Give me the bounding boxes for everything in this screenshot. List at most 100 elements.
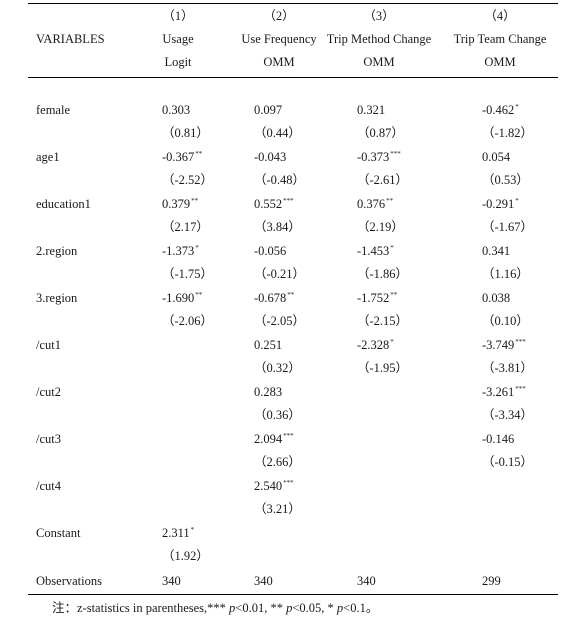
- significance-stars: **: [195, 291, 203, 299]
- coefficient-cell: 0.379**: [162, 194, 198, 214]
- observations-label: Observations: [36, 574, 102, 588]
- observations-value: 340: [357, 574, 376, 588]
- z-statistic: （-1.82）: [482, 126, 534, 140]
- variable-label: /cut1: [36, 338, 61, 352]
- coefficient-cell: [482, 523, 483, 543]
- coefficient-cell: [357, 429, 358, 449]
- z-statistic: （2.19）: [357, 220, 404, 234]
- col-number-1: （1）: [162, 9, 194, 23]
- significance-stars: ***: [515, 385, 526, 393]
- variable-label: /cut4: [36, 479, 61, 493]
- col-number-3: （3）: [363, 9, 395, 23]
- coefficient-value: -0.678: [254, 291, 287, 305]
- table-row: education1 0.379** 0.552*** 0.376** -0.291*: [0, 194, 570, 214]
- significance-stars: **: [287, 291, 295, 299]
- table-row: /cut4 2.540***: [0, 476, 570, 496]
- coefficient-value: -0.043: [254, 150, 287, 164]
- coefficient-cell: [162, 335, 163, 355]
- coefficient-cell: 2.540***: [254, 476, 294, 496]
- z-statistic: （-1.67）: [482, 220, 534, 234]
- coefficient-value: 0.097: [254, 103, 283, 117]
- variable-label: Constant: [36, 526, 81, 540]
- col-name-2: Use Frequency: [241, 32, 317, 46]
- table-note: 注：z-statistics in parentheses,*** p<0.01…: [52, 598, 378, 618]
- coefficient-cell: 0.303: [162, 100, 191, 120]
- z-statistic: （-3.34）: [482, 408, 534, 422]
- coefficient-cell: 0.552***: [254, 194, 294, 214]
- variable-label: 3.region: [36, 291, 78, 305]
- table-row: /cut3 2.094*** -0.146: [0, 429, 570, 449]
- table-row: （0.32） （-1.95） （-3.81）: [0, 358, 570, 378]
- significance-stars: *: [515, 197, 519, 205]
- z-statistic: （-1.95）: [357, 361, 409, 375]
- coefficient-value: 2.311: [162, 526, 190, 540]
- z-statistic: （1.16）: [482, 267, 529, 281]
- observations-value: 340: [162, 574, 181, 588]
- significance-stars: *: [515, 103, 519, 111]
- coefficient-value: 0.321: [357, 103, 386, 117]
- table-row: （0.36） （-3.34）: [0, 405, 570, 425]
- coefficient-cell: -1.373*: [162, 241, 199, 261]
- significance-stars: ***: [283, 479, 294, 487]
- coefficient-cell: -0.056: [254, 241, 287, 261]
- coefficient-value: -0.373: [357, 150, 390, 164]
- coefficient-cell: [162, 476, 163, 496]
- coefficient-value: -1.453: [357, 244, 390, 258]
- table-row: female 0.303 0.097 0.321 -0.462*: [0, 100, 570, 120]
- table-row: （1.92）: [0, 546, 570, 566]
- coefficient-cell: 0.376**: [357, 194, 393, 214]
- variable-label: age1: [36, 150, 60, 164]
- note-prefix: 注：z-statistics in parentheses,***: [52, 601, 230, 615]
- z-statistic: （-0.48）: [254, 173, 306, 187]
- coefficient-cell: -1.453*: [357, 241, 394, 261]
- z-statistic: （-2.15）: [357, 314, 409, 328]
- coefficient-cell: [162, 429, 163, 449]
- z-statistic: （3.84）: [254, 220, 301, 234]
- significance-stars: *: [390, 244, 394, 252]
- header-rule: [28, 77, 558, 78]
- coefficient-value: -1.752: [357, 291, 390, 305]
- table-row: （-1.75） （-0.21） （-1.86） （1.16）: [0, 264, 570, 284]
- table-row: 3.region -1.690** -0.678** -1.752** 0.038: [0, 288, 570, 308]
- col-name-4: Trip Team Change: [453, 32, 547, 46]
- coefficient-cell: [357, 523, 358, 543]
- coefficient-value: -3.749: [482, 338, 515, 352]
- coefficient-value: 2.540: [254, 479, 283, 493]
- note-p-symbol: p: [336, 601, 344, 615]
- coefficient-value: 0.376: [357, 197, 386, 211]
- coefficient-cell: 0.341: [482, 241, 511, 261]
- table-row: （-2.06） （-2.05） （-2.15） （0.10）: [0, 311, 570, 331]
- table-row: （2.66） （-0.15）: [0, 452, 570, 472]
- coefficient-value: 0.552: [254, 197, 283, 211]
- variable-label: 2.region: [36, 244, 78, 258]
- coefficient-value: 0.303: [162, 103, 191, 117]
- col-model-1: Logit: [164, 55, 192, 69]
- observations-value: 340: [254, 574, 273, 588]
- col-model-4: OMM: [484, 55, 516, 69]
- table-bottom-rule: [28, 594, 558, 596]
- observations-row: Observations 340 340 340 299: [0, 571, 570, 591]
- table-top-rule: [28, 3, 558, 5]
- z-statistic: （-2.52）: [162, 173, 214, 187]
- coefficient-cell: 0.038: [482, 288, 511, 308]
- col-name-1: Usage: [162, 32, 194, 46]
- note-threshold: <0.01, **: [235, 601, 287, 615]
- note-p-symbol: p: [229, 601, 236, 615]
- coefficient-value: -0.056: [254, 244, 287, 258]
- col-name-3: Trip Method Change: [326, 32, 432, 46]
- coefficient-cell: -1.690**: [162, 288, 202, 308]
- z-statistic: （0.36）: [254, 408, 301, 422]
- coefficient-cell: 0.097: [254, 100, 283, 120]
- z-statistic: （-1.86）: [357, 267, 409, 281]
- coefficient-cell: 2.094***: [254, 429, 294, 449]
- col-model-3: OMM: [363, 55, 395, 69]
- coefficient-cell: [482, 476, 483, 496]
- coefficient-cell: [357, 382, 358, 402]
- coefficient-cell: -1.752**: [357, 288, 397, 308]
- z-statistic: （-3.81）: [482, 361, 534, 375]
- table-row: age1 -0.367** -0.043 -0.373*** 0.054: [0, 147, 570, 167]
- coefficient-value: 0.054: [482, 150, 511, 164]
- variable-label: /cut2: [36, 385, 61, 399]
- variable-label: education1: [36, 197, 91, 211]
